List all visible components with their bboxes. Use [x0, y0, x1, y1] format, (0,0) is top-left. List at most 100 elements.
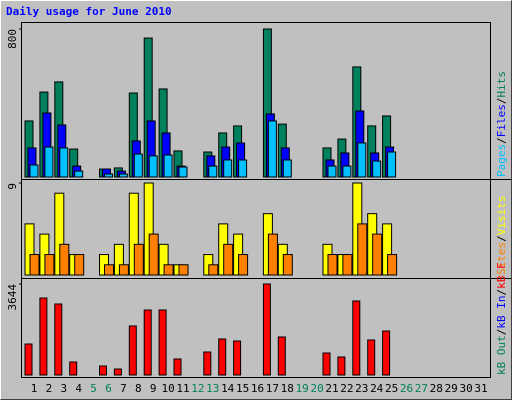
- x-tick-label: 24: [370, 382, 384, 395]
- bar: [387, 151, 397, 178]
- x-tick-label: 23: [355, 382, 368, 395]
- legend-entry: Visits: [495, 196, 508, 236]
- bar: [118, 173, 128, 178]
- bar: [133, 243, 144, 276]
- bar: [267, 233, 278, 276]
- legend-entry: Hits: [495, 71, 508, 98]
- x-tick-label: 9: [150, 382, 157, 395]
- legend-entry: kB Out: [495, 335, 508, 375]
- bar: [208, 165, 218, 178]
- x-tick-label: 12: [191, 382, 204, 395]
- bar: [342, 165, 352, 178]
- bar: [54, 303, 63, 376]
- legend-separator: /: [495, 98, 508, 105]
- bar: [158, 309, 167, 376]
- bar: [143, 309, 152, 376]
- legend-entry: Sites: [495, 242, 508, 275]
- legend-separator: /: [495, 329, 508, 336]
- bar: [29, 254, 40, 276]
- x-tick-label: 14: [221, 382, 235, 395]
- bar: [128, 325, 137, 376]
- legend-entry: kB F: [495, 262, 508, 289]
- bar: [357, 142, 367, 178]
- bar: [163, 154, 173, 178]
- x-tick-label: 25: [385, 382, 398, 395]
- x-tick-label: 31: [474, 382, 487, 395]
- legend-separator: /: [495, 137, 508, 144]
- bar: [178, 166, 188, 178]
- x-tick-label: 18: [281, 382, 294, 395]
- x-tick-label: 17: [266, 382, 279, 395]
- x-tick-label: 13: [206, 382, 219, 395]
- x-tick-label: 15: [236, 382, 249, 395]
- bar: [223, 243, 234, 276]
- bar: [74, 254, 85, 276]
- x-tick-label: 3: [60, 382, 67, 395]
- bar: [44, 146, 54, 178]
- x-tick-label: 5: [90, 382, 97, 395]
- legend: Sites/Visits: [495, 196, 508, 276]
- x-tick-label: 1: [31, 382, 38, 395]
- bar: [104, 264, 114, 276]
- bar: [24, 343, 33, 376]
- legend-entry: Pages: [495, 144, 508, 177]
- bar: [208, 264, 219, 276]
- bar: [387, 254, 398, 276]
- bar: [337, 356, 346, 376]
- bar: [238, 254, 249, 276]
- x-tick-label: 19: [296, 382, 309, 395]
- x-tick-label: 11: [176, 382, 189, 395]
- x-tick-label: 27: [415, 382, 428, 395]
- bar: [372, 160, 382, 178]
- bar: [327, 254, 338, 276]
- bar: [372, 233, 383, 276]
- bar: [133, 153, 143, 178]
- x-tick-label: 4: [75, 382, 82, 395]
- bar: [59, 147, 69, 178]
- bar: [99, 365, 107, 376]
- bar: [277, 336, 286, 376]
- x-tick-label: 22: [340, 382, 353, 395]
- bar: [173, 358, 182, 376]
- bar: [223, 159, 233, 178]
- y-tick-label: 9: [6, 183, 19, 190]
- bar: [282, 254, 293, 276]
- bar: [113, 368, 122, 376]
- bar: [163, 264, 174, 276]
- x-tick-label: 2: [46, 382, 53, 395]
- x-tick-label: 28: [430, 382, 443, 395]
- y-tick-label: 800: [6, 29, 19, 49]
- bar: [233, 340, 242, 376]
- bar: [203, 351, 212, 376]
- bar: [322, 352, 331, 376]
- bar: [382, 330, 391, 376]
- bar: [148, 233, 159, 276]
- bar: [342, 254, 353, 276]
- bar: [118, 264, 129, 276]
- x-tick-label: 29: [445, 382, 458, 395]
- bar: [238, 159, 248, 178]
- x-tick-label: 8: [135, 382, 142, 395]
- bar: [74, 170, 84, 178]
- legend-entry: Files: [495, 104, 508, 137]
- bar: [148, 155, 158, 178]
- bar: [54, 192, 65, 276]
- x-tick-label: 26: [400, 382, 413, 395]
- bar: [282, 159, 292, 178]
- x-tick-label: 16: [251, 382, 264, 395]
- x-tick-label: 20: [310, 382, 323, 395]
- bar: [367, 339, 376, 376]
- x-tick-label: 30: [459, 382, 472, 395]
- legend-separator: /: [495, 289, 508, 296]
- bar: [352, 300, 361, 376]
- x-tick-label: 6: [105, 382, 112, 395]
- x-tick-label: 21: [325, 382, 338, 395]
- plot-frame: [21, 22, 491, 378]
- legend-separator: /: [495, 235, 508, 242]
- bar: [357, 223, 368, 276]
- bar: [178, 264, 189, 276]
- bar: [218, 338, 227, 376]
- bar: [327, 165, 337, 178]
